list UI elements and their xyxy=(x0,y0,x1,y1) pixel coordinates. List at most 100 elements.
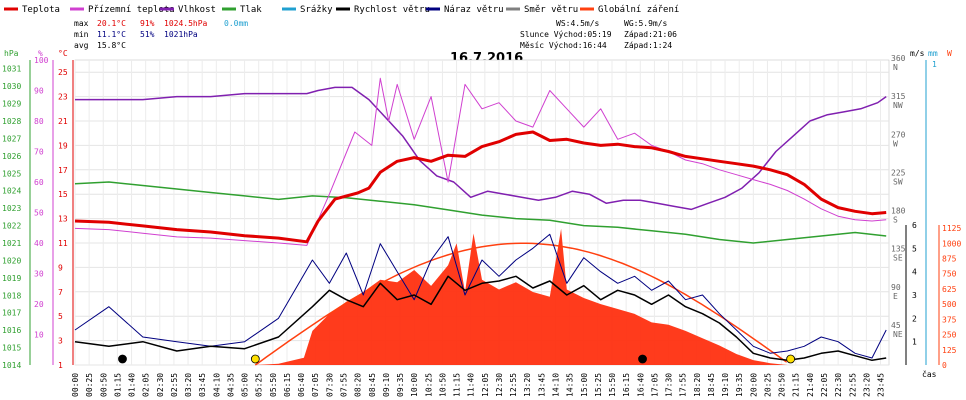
stats-min-hum: 51% xyxy=(140,30,155,39)
x-tick-label: 18:20 xyxy=(693,373,702,397)
temp-tick: 1 xyxy=(58,361,63,370)
press-tick: 1030 xyxy=(2,82,21,91)
rad-tick: 125 xyxy=(942,346,957,355)
sunrise-marker xyxy=(250,354,260,364)
x-tick-label: 09:35 xyxy=(396,373,405,397)
x-tick-label: 08:20 xyxy=(354,373,363,397)
x-tick-label: 20:00 xyxy=(749,373,758,397)
rad-tick: 0 xyxy=(942,361,947,370)
x-tick-label: 02:55 xyxy=(170,373,179,397)
x-tick-label: 08:45 xyxy=(368,373,377,397)
press-tick: 1017 xyxy=(2,309,21,318)
temp-tick: 23 xyxy=(58,93,68,102)
sun-moon-info: WS:4.5m/s WG:5.9m/s Slunce Východ:05:19 … xyxy=(520,19,677,50)
x-tick-label: 00:00 xyxy=(71,373,80,397)
press-tick: 1022 xyxy=(2,222,21,231)
stats-block: max 20.1°C 91% 1024.5hPa 0.0mm min 11.1°… xyxy=(74,19,248,50)
temp-tick: 21 xyxy=(58,117,68,126)
x-tick-label: 07:55 xyxy=(340,373,349,397)
x-tick-label: 01:40 xyxy=(128,373,137,397)
dir-tick-deg: 270 xyxy=(891,130,906,139)
series-line-teplota xyxy=(74,130,887,244)
x-tick-label: 13:20 xyxy=(523,373,532,397)
hum-tick: 10 xyxy=(34,331,44,340)
stats-max-label: max xyxy=(74,19,89,28)
sunset-marker xyxy=(786,354,796,364)
x-axis-label: čas xyxy=(922,369,937,379)
wind-speed-info: WS:4.5m/s xyxy=(556,19,600,28)
x-tick-label: 17:30 xyxy=(665,373,674,397)
x-tick-label: 18:45 xyxy=(707,373,716,397)
stats-avg-label: avg xyxy=(74,41,89,50)
rad-tick: 750 xyxy=(942,270,957,279)
x-tick-label: 22:30 xyxy=(834,373,843,397)
x-tick-label: 17:05 xyxy=(650,373,659,397)
x-tick-label: 07:05 xyxy=(311,373,320,397)
moonset-info: Západ:1:24 xyxy=(624,41,672,50)
dir-tick-label: SW xyxy=(893,177,903,186)
x-tick-label: 02:05 xyxy=(142,373,151,397)
dir-tick-label: S xyxy=(893,216,898,225)
legend-label-5: Rychlost větru xyxy=(354,5,430,15)
stats-max-rain: 0.0mm xyxy=(224,19,248,28)
x-tick-label: 17:55 xyxy=(679,373,688,397)
press-unit-label: hPa xyxy=(4,49,19,58)
stats-avg-temp: 15.8°C xyxy=(97,41,126,50)
x-tick-label: 23:20 xyxy=(862,373,871,397)
press-tick: 1028 xyxy=(2,117,21,126)
dir-tick-deg: 225 xyxy=(891,168,906,177)
legend-label-2: Vlhkost xyxy=(178,5,216,15)
series-line-rychlost-v-tru xyxy=(74,275,887,362)
x-tick-label: 05:25 xyxy=(255,373,264,397)
rad-tick: 1125 xyxy=(942,224,961,233)
x-tick-label: 10:50 xyxy=(438,373,447,397)
legend-label-4: Srážky xyxy=(300,5,333,15)
x-tick-label: 22:05 xyxy=(820,373,829,397)
x-tick-label: 15:50 xyxy=(608,373,617,397)
sun-moon-markers xyxy=(118,354,796,364)
rain-unit-label: mm xyxy=(928,49,938,58)
x-tick-label: 20:25 xyxy=(763,373,772,397)
temp-tick: 3 xyxy=(58,337,63,346)
x-tick-label: 16:40 xyxy=(636,373,645,397)
x-tick-label: 20:50 xyxy=(778,373,787,397)
stats-min-label: min xyxy=(74,30,89,39)
hum-tick: 30 xyxy=(34,270,44,279)
temp-tick: 13 xyxy=(58,215,68,224)
wind-tick: 1 xyxy=(912,338,917,347)
x-tick-label: 15:00 xyxy=(580,373,589,397)
press-tick: 1027 xyxy=(2,134,21,143)
x-axis: 00:00 00:25 00:50 01:15 01:40 02:05 02:30 02:55… xyxy=(71,373,886,397)
stats-min-temp: 11.1°C xyxy=(97,30,126,39)
press-tick: 1018 xyxy=(2,291,21,300)
hum-tick: 80 xyxy=(34,117,44,126)
x-tick-label: 23:45 xyxy=(877,373,886,397)
rad-tick: 500 xyxy=(942,300,957,309)
radiation-clear-sky-curve xyxy=(254,242,788,366)
legend-label-3: Tlak xyxy=(240,5,262,15)
wind-gust-info: WG:5.9m/s xyxy=(624,19,668,28)
x-tick-label: 13:45 xyxy=(537,373,546,397)
axes-layer: 2523211917151311975311031103010291028102… xyxy=(2,54,961,370)
x-tick-label: 00:25 xyxy=(85,373,94,397)
series-line-vlhkost xyxy=(75,86,887,211)
x-tick-label: 14:35 xyxy=(566,373,575,397)
x-tick-label: 11:15 xyxy=(453,373,462,397)
x-tick-label: 16:15 xyxy=(622,373,631,397)
rad-unit-label: W xyxy=(947,49,952,58)
press-tick: 1019 xyxy=(2,274,21,283)
wind-tick: 4 xyxy=(912,268,917,277)
press-tick: 1031 xyxy=(2,65,21,74)
dir-tick-deg: 45 xyxy=(891,321,901,330)
x-tick-label: 04:35 xyxy=(226,373,235,397)
press-tick: 1024 xyxy=(2,187,21,196)
temp-tick: 17 xyxy=(58,166,68,175)
temp-tick: 9 xyxy=(58,263,63,272)
temp-tick: 19 xyxy=(58,141,68,150)
x-tick-label: 09:10 xyxy=(382,373,391,397)
wind-tick: 6 xyxy=(912,221,917,230)
sunset-info: Západ:21:06 xyxy=(624,30,677,39)
x-tick-label: 06:40 xyxy=(297,373,306,397)
x-tick-label: 02:30 xyxy=(156,373,165,397)
